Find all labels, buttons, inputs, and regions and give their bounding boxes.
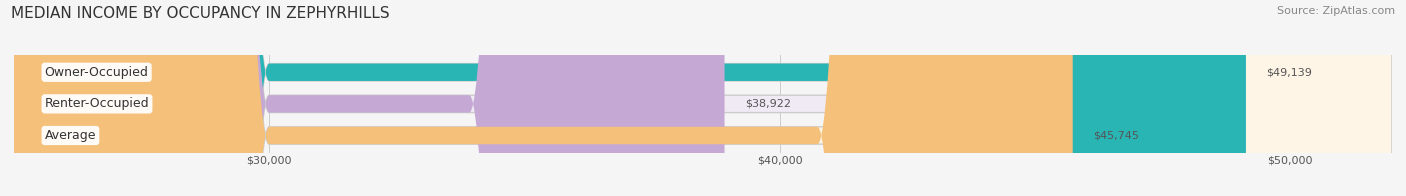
FancyBboxPatch shape bbox=[14, 0, 1392, 196]
FancyBboxPatch shape bbox=[14, 0, 1246, 196]
Text: Renter-Occupied: Renter-Occupied bbox=[45, 97, 149, 110]
Text: $38,922: $38,922 bbox=[745, 99, 792, 109]
Text: MEDIAN INCOME BY OCCUPANCY IN ZEPHYRHILLS: MEDIAN INCOME BY OCCUPANCY IN ZEPHYRHILL… bbox=[11, 6, 389, 21]
FancyBboxPatch shape bbox=[14, 0, 1073, 196]
Text: Average: Average bbox=[45, 129, 96, 142]
FancyBboxPatch shape bbox=[14, 0, 1392, 196]
Text: $49,139: $49,139 bbox=[1267, 67, 1312, 77]
Text: Owner-Occupied: Owner-Occupied bbox=[45, 66, 149, 79]
Text: $45,745: $45,745 bbox=[1092, 131, 1139, 141]
FancyBboxPatch shape bbox=[14, 0, 1392, 196]
Text: Source: ZipAtlas.com: Source: ZipAtlas.com bbox=[1277, 6, 1395, 16]
FancyBboxPatch shape bbox=[14, 0, 724, 196]
